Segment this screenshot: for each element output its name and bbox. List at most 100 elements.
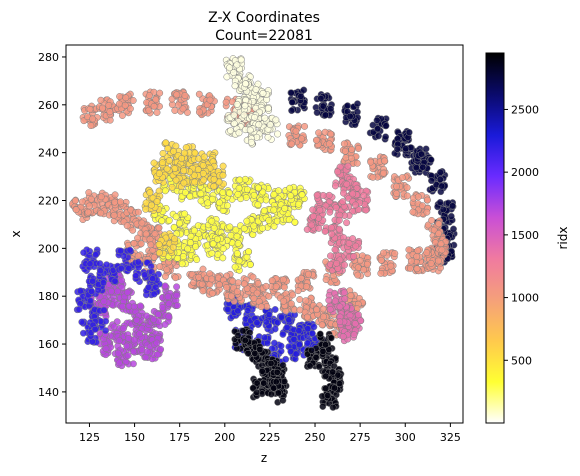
scatter-point [97,209,105,217]
scatter-point [280,297,288,305]
scatter-point [199,287,207,295]
scatter-point [304,325,312,333]
scatter-point [354,145,362,152]
scatter-point [285,316,293,324]
scatter-point [326,208,334,216]
scatter-point [414,193,422,201]
scatter-point [438,182,446,190]
scatter-point [117,264,125,272]
scatter-point [336,303,344,311]
scatter-point [313,109,321,117]
chart-title: Z-X Coordinates [208,10,320,26]
scatter-point [423,208,431,216]
scatter-point [450,225,457,233]
scatter-point [274,130,282,138]
scatter-point [363,260,371,268]
scatter-point [346,112,354,120]
scatter-point [319,347,327,355]
scatter-point [391,250,399,257]
scatter-point [381,157,389,165]
scatter-point [319,305,327,313]
scatter-point [123,222,131,230]
chart-subtitle: Count=22081 [215,28,313,44]
scatter-point [229,277,237,285]
scatter-point [382,133,390,141]
scatter-point [280,283,288,291]
scatter-point [247,138,255,146]
scatter-point [407,257,415,265]
scatter-point [209,240,217,248]
scatter-point [305,270,312,278]
scatter-point [313,306,321,314]
scatter-point [409,208,417,216]
scatter-point [191,149,199,157]
scatter-point [129,360,137,368]
scatter-point [91,325,99,333]
scatter-point [393,145,401,153]
scatter-point [285,216,293,224]
scatter-point [270,206,278,214]
scatter-point [232,226,240,234]
scatter-point [145,283,153,291]
scatter-point [322,372,330,380]
scatter-point [170,223,178,231]
scatter-point [76,300,84,308]
scatter-point [270,384,278,392]
scatter-point [349,190,357,198]
scatter-point [270,222,278,230]
scatter-point [308,221,316,229]
scatter-point [143,348,151,356]
scatter-point [134,252,142,260]
scatter-point [406,264,414,272]
scatter-point [181,210,189,218]
scatter-point [130,336,138,344]
y-tick-label: 200 [38,242,59,255]
scatter-point [264,105,272,112]
scatter-point [123,288,131,296]
scatter-point [163,165,171,173]
scatter-point [114,287,122,295]
scatter-point [292,127,300,135]
scatter-point [375,132,382,140]
scatter-point [152,283,160,291]
scatter-point [204,199,212,207]
scatter-point [322,385,330,392]
scatter-point [79,329,87,337]
scatter-point [130,239,138,247]
scatter-point [84,208,92,216]
scatter-point [154,310,162,318]
scatter-point [235,184,243,192]
scatter-point [316,206,324,214]
scatter-point [327,334,335,342]
scatter-point [271,306,279,313]
scatter-point [89,115,97,123]
scatter-point [240,111,248,119]
scatter-point [168,183,176,191]
scatter-point [178,155,186,162]
scatter-point [126,246,134,254]
scatter-point [354,271,362,279]
scatter-point [85,202,93,210]
scatter-point [331,297,339,305]
scatter-point [111,277,119,285]
scatter-point [321,227,329,235]
scatter-point [260,379,268,387]
scatter-point [181,189,189,196]
scatter-point [261,334,269,341]
scatter-point [85,189,93,197]
scatter-point [427,156,435,164]
x-tick-label: 275 [350,431,371,444]
scatter-point [352,242,360,250]
scatter-point [295,327,303,335]
scatter-point [180,179,188,187]
scatter-point [324,392,332,400]
scatter-point [360,192,368,199]
scatter-point [436,175,444,183]
y-tick-label: 180 [38,290,59,303]
scatter-point [138,219,146,227]
scatter-point [279,276,287,284]
scatter-point [226,189,233,197]
scatter-point [350,252,358,260]
scatter-point [92,251,100,259]
scatter-point [260,207,268,215]
